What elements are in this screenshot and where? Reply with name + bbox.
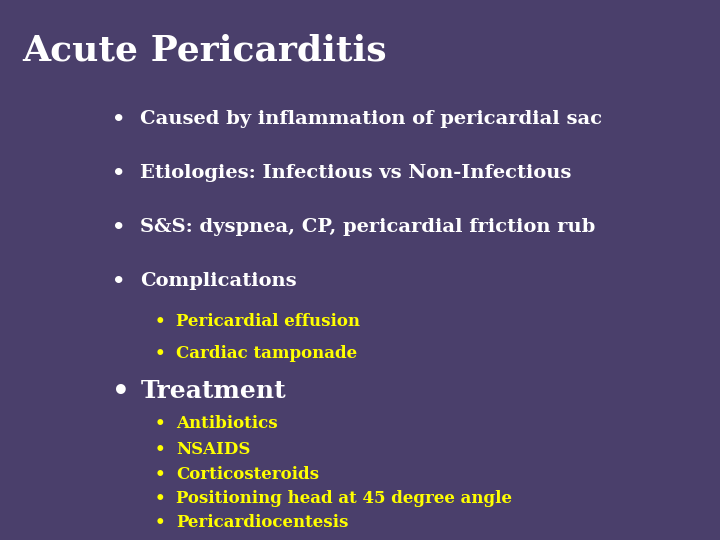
Text: Treatment: Treatment	[140, 380, 286, 403]
Text: Acute Pericarditis: Acute Pericarditis	[22, 33, 387, 68]
Text: •: •	[155, 313, 166, 330]
Text: Pericardial effusion: Pericardial effusion	[176, 313, 361, 330]
Text: Caused by inflammation of pericardial sac: Caused by inflammation of pericardial sa…	[140, 110, 603, 128]
Text: •: •	[112, 378, 130, 405]
Text: •: •	[112, 163, 125, 183]
Text: •: •	[155, 514, 166, 531]
Text: •: •	[155, 465, 166, 483]
Text: Corticosteroids: Corticosteroids	[176, 465, 320, 483]
Text: NSAIDS: NSAIDS	[176, 441, 251, 458]
Text: Positioning head at 45 degree angle: Positioning head at 45 degree angle	[176, 490, 513, 508]
Text: •: •	[112, 109, 125, 129]
Text: Pericardiocentesis: Pericardiocentesis	[176, 514, 348, 531]
Text: •: •	[112, 271, 125, 291]
Text: Cardiac tamponade: Cardiac tamponade	[176, 345, 358, 362]
Text: S&S: dyspnea, CP, pericardial friction rub: S&S: dyspnea, CP, pericardial friction r…	[140, 218, 595, 236]
Text: •: •	[155, 415, 166, 433]
Text: Antibiotics: Antibiotics	[176, 415, 278, 433]
Text: Complications: Complications	[140, 272, 297, 290]
Text: •: •	[155, 441, 166, 458]
Text: •: •	[155, 490, 166, 508]
Text: Etiologies: Infectious vs Non-Infectious: Etiologies: Infectious vs Non-Infectious	[140, 164, 572, 182]
Text: •: •	[112, 217, 125, 237]
Text: •: •	[155, 345, 166, 362]
